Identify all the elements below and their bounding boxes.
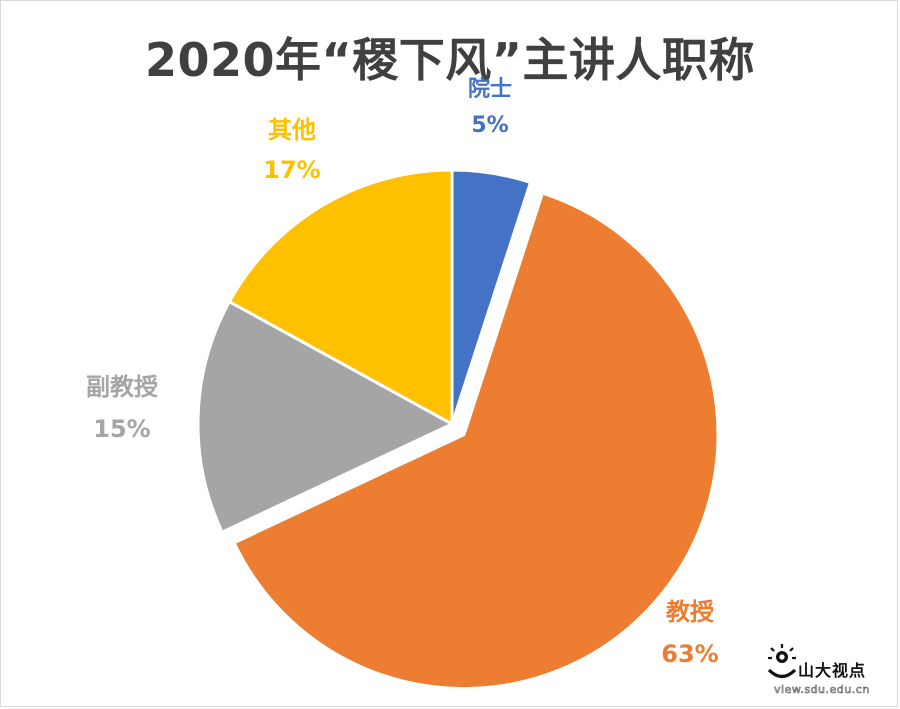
slice-category-label: 其他	[268, 116, 316, 144]
watermark-name: 山大视点	[798, 661, 867, 680]
watermark-url: view.sdu.edu.cn	[774, 683, 870, 697]
watermark: 山大视点 view.sdu.edu.cn	[764, 643, 894, 705]
chart-title: 2020年“稷下风”主讲人职称	[145, 33, 755, 87]
slice-category-label: 副教授	[86, 373, 159, 401]
slice-percent-label: 5%	[471, 113, 508, 138]
sdu-logo	[767, 644, 797, 679]
slice-category-label: 教授	[666, 598, 715, 626]
slice-category-label: 院士	[468, 76, 512, 102]
slice-percent-label: 63%	[661, 640, 718, 668]
pie-slice-3	[227, 168, 454, 426]
pie-slice-1	[232, 191, 720, 691]
slice-percent-label: 17%	[263, 156, 320, 184]
pie-slice-2	[196, 300, 454, 534]
slice-percent-label: 15%	[93, 415, 150, 443]
